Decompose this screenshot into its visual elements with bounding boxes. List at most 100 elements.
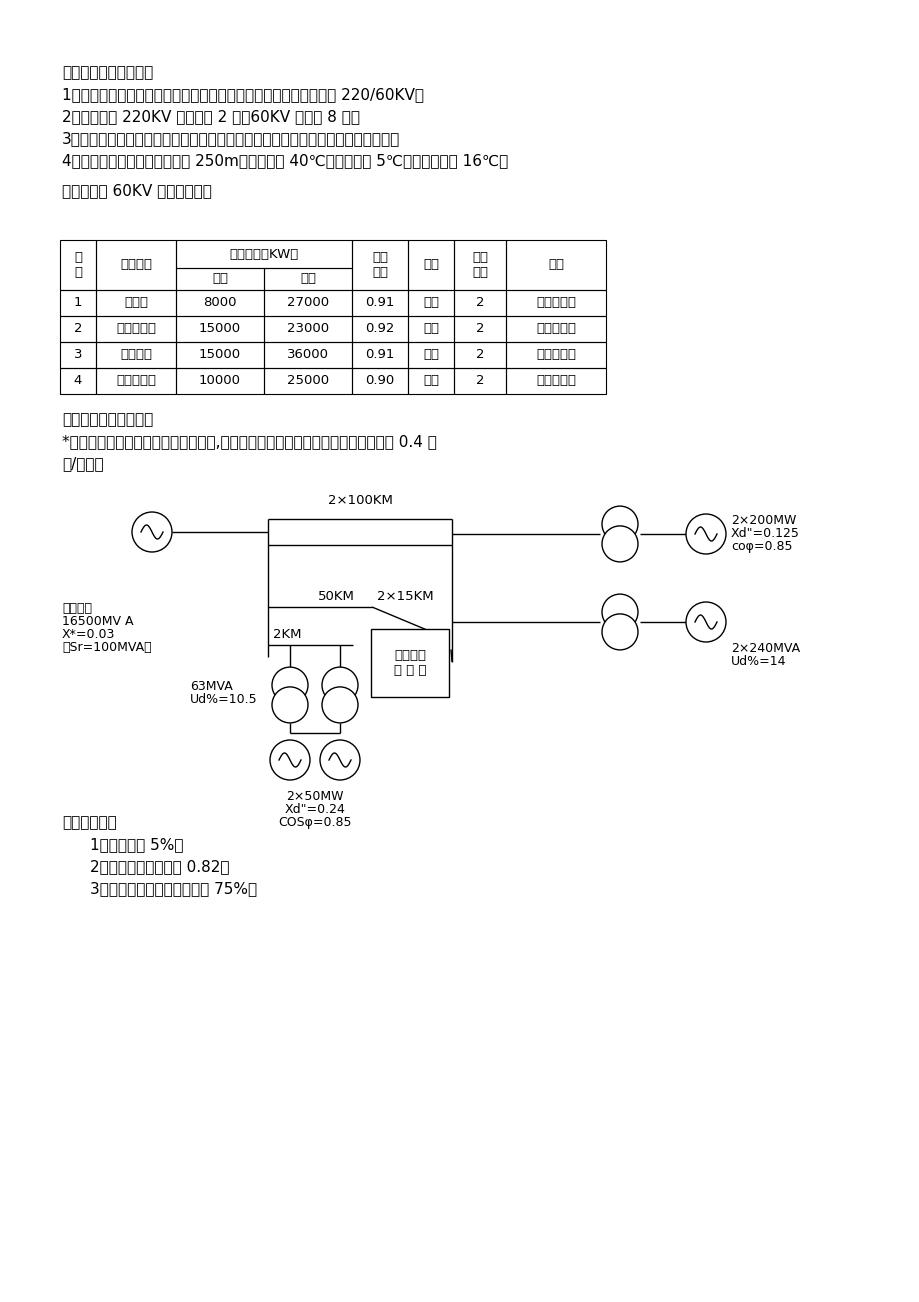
Text: 0.90: 0.90 — [365, 375, 394, 388]
Text: 4、所处城市中心，海拔高度为 250m，最高气温 40℃，最低气温 5℃，年平均温度 16℃。: 4、所处城市中心，海拔高度为 250m，最高气温 40℃，最低气温 5℃，年平均… — [62, 154, 507, 168]
Bar — [352, 240, 407, 290]
Bar — [60, 316, 96, 342]
Text: *系统中所有的发电机均为汽轮发电机,送电线路均为架空线，单位长度正序电抗为 0.4 欧: *系统中所有的发电机均为汽轮发电机,送电线路均为架空线，单位长度正序电抗为 0.… — [62, 434, 437, 449]
Text: 2×240MVA: 2×240MVA — [731, 642, 800, 655]
Text: Ud%=14: Ud%=14 — [731, 655, 786, 668]
Bar — [96, 290, 176, 316]
Circle shape — [601, 594, 637, 630]
Text: 3: 3 — [74, 349, 82, 362]
Text: 架空: 架空 — [423, 297, 438, 310]
Text: 3、本变电所是屋内无人监守变电站，采用一次变集控方式；设备多采用柜体型式。: 3、本变电所是屋内无人监守变电站，采用一次变集控方式；设备多采用柜体型式。 — [62, 132, 400, 146]
Bar — [264, 342, 352, 368]
Bar — [453, 240, 505, 290]
Circle shape — [272, 667, 308, 703]
Text: 2KM: 2KM — [273, 629, 301, 642]
Bar — [505, 290, 606, 316]
Bar — [453, 368, 505, 395]
Bar — [407, 368, 453, 395]
Bar — [453, 290, 505, 316]
Circle shape — [601, 615, 637, 650]
Text: 出线: 出线 — [423, 259, 438, 272]
Bar — [60, 290, 96, 316]
Bar — [370, 629, 448, 697]
Text: 附注: 附注 — [548, 259, 563, 272]
Text: 0.91: 0.91 — [365, 297, 394, 310]
Text: 有重要负荷: 有重要负荷 — [536, 375, 575, 388]
Text: 2×100KM: 2×100KM — [327, 495, 392, 508]
Circle shape — [131, 512, 172, 552]
Bar — [60, 342, 96, 368]
Text: 负荷名称: 负荷名称 — [119, 259, 152, 272]
Bar — [176, 368, 264, 395]
Text: 2×50MW: 2×50MW — [286, 790, 344, 803]
Bar — [352, 342, 407, 368]
Text: 架空: 架空 — [423, 375, 438, 388]
Text: 63MVA: 63MVA — [190, 680, 233, 693]
Text: 1、线损率取 5%。: 1、线损率取 5%。 — [90, 837, 183, 852]
Text: 发动机厂: 发动机厂 — [119, 349, 152, 362]
Text: 架空: 架空 — [423, 323, 438, 336]
Text: 四、其他条件: 四、其他条件 — [62, 815, 117, 829]
Text: 2: 2 — [475, 375, 483, 388]
Text: 2: 2 — [475, 323, 483, 336]
Text: 36000: 36000 — [287, 349, 329, 362]
Bar — [264, 316, 352, 342]
Bar — [352, 290, 407, 316]
Text: 待设计的
变 电 所: 待设计的 变 电 所 — [393, 648, 425, 677]
Text: Xd"=0.125: Xd"=0.125 — [731, 527, 799, 540]
Circle shape — [686, 514, 725, 553]
Bar — [453, 342, 505, 368]
Bar — [407, 290, 453, 316]
Text: 0.91: 0.91 — [365, 349, 394, 362]
Circle shape — [601, 526, 637, 562]
Text: 出线
回数: 出线 回数 — [471, 251, 487, 279]
Text: 3、所带重要负荷占总负荷的 75%。: 3、所带重要负荷占总负荷的 75%。 — [90, 881, 256, 896]
Text: 一、待设计变电所概况: 一、待设计变电所概况 — [62, 65, 153, 79]
Bar — [176, 240, 352, 268]
Text: 姆/公里。: 姆/公里。 — [62, 456, 104, 471]
Bar — [407, 316, 453, 342]
Circle shape — [601, 506, 637, 542]
Text: 有重要负荷: 有重要负荷 — [536, 297, 575, 310]
Bar — [60, 368, 96, 395]
Text: coφ=0.85: coφ=0.85 — [731, 540, 791, 553]
Text: 最大负荷（KW）: 最大负荷（KW） — [229, 247, 299, 260]
Bar — [96, 316, 176, 342]
Bar — [505, 368, 606, 395]
Text: 有重要负荷: 有重要负荷 — [536, 349, 575, 362]
Bar — [264, 268, 352, 290]
Text: 2、本变电所 220KV 电源进线 2 回，60KV 出线为 8 回。: 2、本变电所 220KV 电源进线 2 回，60KV 出线为 8 回。 — [62, 109, 359, 124]
Text: 近期: 近期 — [211, 272, 228, 285]
Text: 1: 1 — [74, 297, 82, 310]
Circle shape — [322, 667, 357, 703]
Text: 0.92: 0.92 — [365, 323, 394, 336]
Bar — [176, 342, 264, 368]
Bar — [453, 316, 505, 342]
Text: 三、电力系统接线方式: 三、电力系统接线方式 — [62, 411, 153, 427]
Bar — [407, 240, 453, 290]
Bar — [176, 316, 264, 342]
Bar — [352, 368, 407, 395]
Text: 2: 2 — [74, 323, 82, 336]
Bar — [60, 240, 96, 290]
Text: 2: 2 — [475, 297, 483, 310]
Text: 2×15KM: 2×15KM — [377, 591, 433, 604]
Text: 2×200MW: 2×200MW — [731, 514, 796, 527]
Bar — [264, 290, 352, 316]
Text: 有重要负荷: 有重要负荷 — [536, 323, 575, 336]
Bar — [96, 342, 176, 368]
Circle shape — [320, 740, 359, 780]
Circle shape — [322, 687, 357, 723]
Bar — [176, 290, 264, 316]
Text: 2: 2 — [475, 349, 483, 362]
Bar — [352, 316, 407, 342]
Text: COSφ=0.85: COSφ=0.85 — [278, 816, 351, 829]
Bar — [96, 368, 176, 395]
Circle shape — [269, 740, 310, 780]
Text: 轴承厂: 轴承厂 — [124, 297, 148, 310]
Text: 50KM: 50KM — [318, 591, 355, 604]
Text: 15000: 15000 — [199, 323, 241, 336]
Text: 汽车配件厂: 汽车配件厂 — [116, 375, 156, 388]
Text: 1、建设本变电所主要是给工业区的工厂供电。变电所的电压等级为 220/60KV。: 1、建设本变电所主要是给工业区的工厂供电。变电所的电压等级为 220/60KV。 — [62, 87, 424, 102]
Text: X*=0.03: X*=0.03 — [62, 628, 115, 641]
